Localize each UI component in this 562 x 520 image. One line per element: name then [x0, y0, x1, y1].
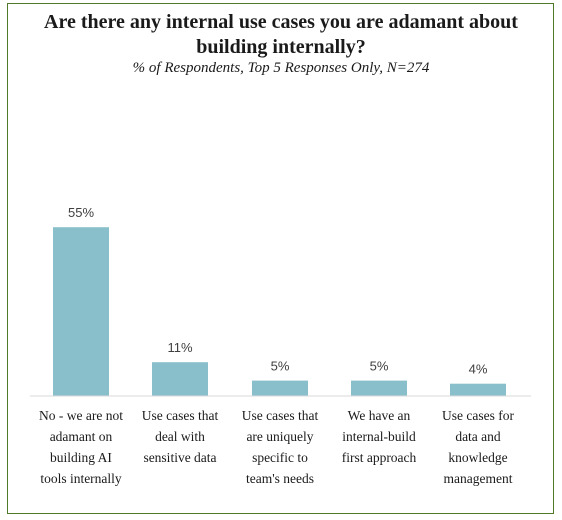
- bar-1: [53, 227, 109, 396]
- value-label-4: 5%: [370, 359, 389, 374]
- value-label-2: 11%: [167, 340, 192, 355]
- chart-title: Are there any internal use cases you are…: [44, 11, 518, 58]
- bar-4: [351, 380, 407, 396]
- value-label-5: 4%: [469, 362, 488, 377]
- category-label-1: No - we are not adamant on building AI tool…: [39, 408, 123, 486]
- bar-2: [152, 362, 208, 396]
- value-label-1: 55%: [68, 205, 94, 220]
- category-label-4: We have an internal-build first approach: [342, 408, 417, 465]
- bar-5: [450, 383, 506, 396]
- category-label-2: Use cases that deal with sensitive data: [142, 408, 219, 465]
- bars-layer: [53, 227, 506, 396]
- chart-subtitle: % of Respondents, Top 5 Responses Only, …: [132, 60, 430, 76]
- labels-layer: 55% No - we are not adamant on building AI t…: [39, 205, 514, 486]
- category-label-5: Use cases for data and knowledge management: [442, 408, 514, 486]
- bar-3: [252, 380, 308, 396]
- category-label-3: Use cases that are uniquely specific to tea…: [242, 408, 319, 486]
- value-label-3: 5%: [271, 359, 290, 374]
